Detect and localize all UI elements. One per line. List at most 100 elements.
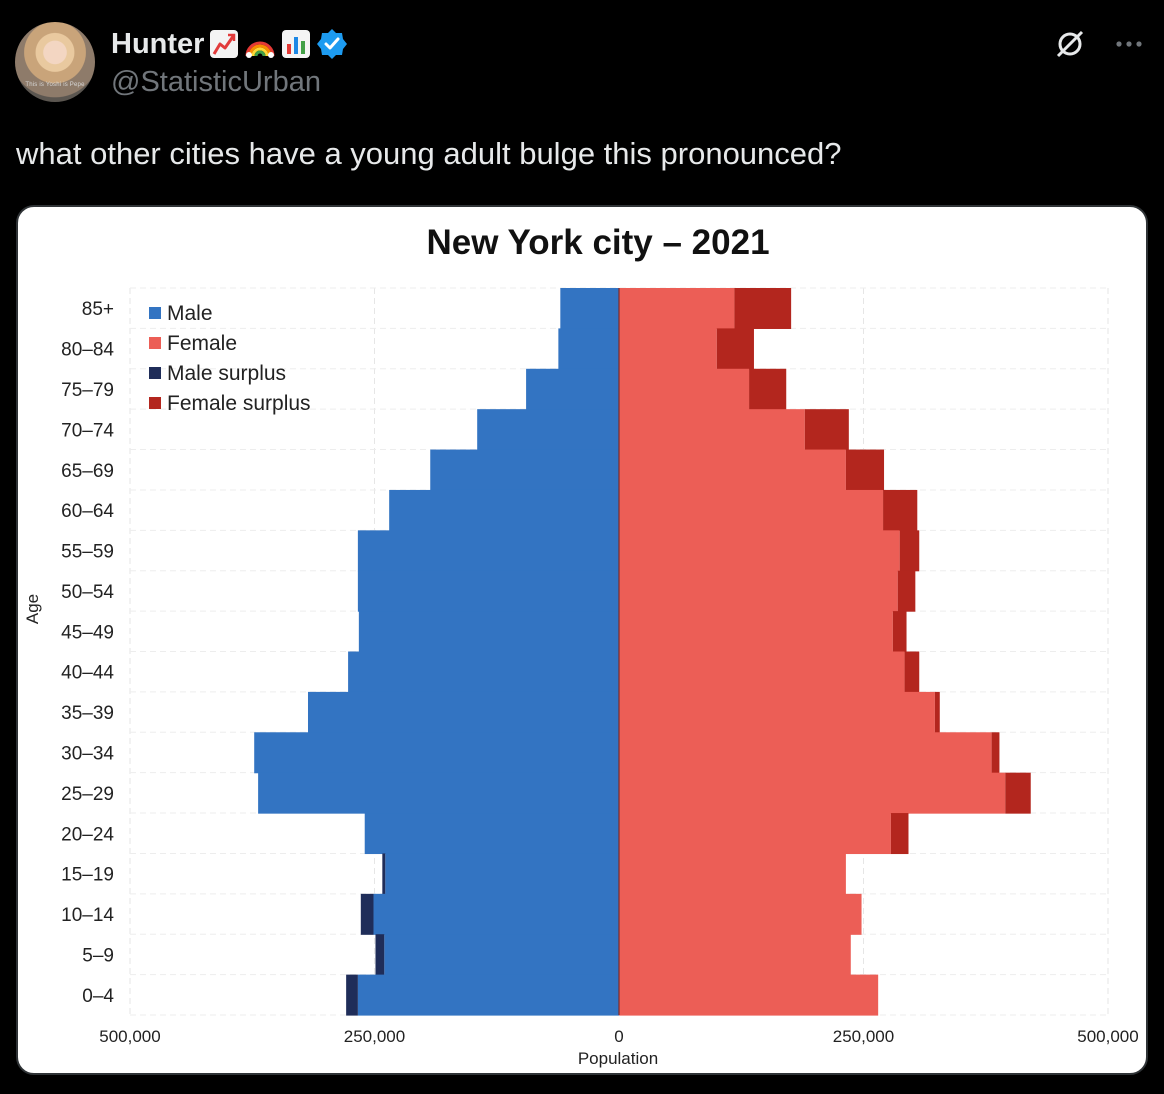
age-tick-label: 45–49 <box>61 622 114 643</box>
age-tick-label: 25–29 <box>61 784 114 805</box>
bar-male-surplus <box>375 934 385 976</box>
bar-female-surplus <box>897 570 916 612</box>
author-name-row: Hunter <box>111 24 348 64</box>
bar-female <box>619 409 805 451</box>
bar-male <box>430 449 619 491</box>
bar-female <box>619 974 879 1016</box>
bar-male <box>373 893 619 935</box>
bar-female <box>619 530 900 572</box>
legend-swatch <box>149 367 161 379</box>
bar-male <box>254 732 619 774</box>
population-tick-label: 500,000 <box>1077 1027 1138 1046</box>
bar-male <box>389 489 619 531</box>
age-tick-label: 5–9 <box>82 945 114 966</box>
age-tick-label: 75–79 <box>61 380 114 401</box>
age-tick-label: 20–24 <box>61 824 114 845</box>
legend-label: Male surplus <box>167 362 286 385</box>
age-tick-label: 10–14 <box>61 905 114 926</box>
bar-female <box>619 570 898 612</box>
legend-swatch <box>149 337 161 349</box>
verified-badge-icon <box>317 29 348 59</box>
bar-male-surplus <box>346 974 358 1016</box>
age-tick-label: 15–19 <box>61 865 114 886</box>
bar-female <box>619 449 846 491</box>
bar-male <box>364 813 619 855</box>
bar-male <box>477 409 619 451</box>
bar-chart-emoji <box>282 30 311 58</box>
population-tick-label: 500,000 <box>99 1027 160 1046</box>
bar-male <box>357 974 619 1016</box>
age-tick-label: 40–44 <box>61 663 114 684</box>
display-name[interactable]: Hunter <box>111 27 205 60</box>
age-tick-label: 80–84 <box>61 340 114 361</box>
bar-female <box>619 813 891 855</box>
bar-male <box>526 368 619 410</box>
bar-female-surplus <box>883 489 918 531</box>
bar-female <box>619 691 935 733</box>
bar-female <box>619 732 992 774</box>
chart-title: New York city – 2021 <box>426 223 769 262</box>
bar-female <box>619 328 717 370</box>
bar-female <box>619 893 862 935</box>
age-tick-label: 30–34 <box>61 743 114 764</box>
population-tick-label: 250,000 <box>344 1027 405 1046</box>
chart-increasing-emoji <box>210 30 239 58</box>
bar-male <box>357 570 619 612</box>
legend-label: Female surplus <box>167 392 311 415</box>
bar-female <box>619 853 846 895</box>
bar-male <box>385 853 619 895</box>
bar-female <box>619 651 905 693</box>
age-tick-label: 35–39 <box>61 703 114 724</box>
bar-female-surplus <box>904 651 920 693</box>
age-tick-label: 65–69 <box>61 461 114 482</box>
avatar-caption: This is Yoshi is Pepe <box>25 82 85 88</box>
tweet-actions <box>1052 26 1144 62</box>
legend-swatch <box>149 307 161 319</box>
bar-male <box>357 530 619 572</box>
legend-swatch <box>149 397 161 409</box>
bar-female-surplus <box>890 813 909 855</box>
tweet-text: what other cities have a young adult bul… <box>16 136 842 171</box>
rainbow-emoji <box>245 41 275 58</box>
bar-male <box>560 288 619 329</box>
bar-female-surplus <box>749 368 787 410</box>
legend-label: Female <box>167 332 237 355</box>
age-tick-label: 0–4 <box>82 986 114 1007</box>
bar-male-surplus <box>360 893 374 935</box>
chart-card[interactable]: 85+ 80–84 75–79 70–74 65–69 60–64 55–59 50–54 45… <box>16 205 1148 1075</box>
bar-female <box>619 611 893 653</box>
age-tick-label: 55–59 <box>61 542 114 563</box>
bar-female-surplus <box>991 732 1000 774</box>
bar-male <box>258 772 619 814</box>
bar-female-surplus <box>892 611 907 653</box>
handle[interactable]: @StatisticUrban <box>111 66 321 98</box>
bar-female <box>619 934 851 976</box>
bar-female <box>619 288 735 329</box>
bar-male <box>358 611 619 653</box>
bar-female-surplus <box>934 691 940 733</box>
avatar[interactable]: This is Yoshi is Pepe <box>15 22 95 102</box>
more-icon[interactable] <box>1114 39 1144 49</box>
age-tick-label: 60–64 <box>61 501 114 522</box>
y-axis-label: Age <box>23 594 42 624</box>
bar-female-surplus <box>716 328 754 370</box>
grok-icon[interactable] <box>1052 26 1088 62</box>
bar-female <box>619 489 884 531</box>
bar-female <box>619 368 750 410</box>
population-tick-label: 250,000 <box>833 1027 894 1046</box>
bar-male <box>384 934 619 976</box>
bar-female <box>619 772 1006 814</box>
bar-male <box>558 328 619 370</box>
bar-male <box>348 651 619 693</box>
bar-female-surplus <box>845 449 885 491</box>
population-tick-label: 0 <box>614 1027 623 1046</box>
age-tick-label: 70–74 <box>61 420 114 441</box>
age-tick-label: 50–54 <box>61 582 114 603</box>
legend-label: Male <box>167 302 213 325</box>
bar-female-surplus <box>804 409 849 451</box>
population-pyramid-chart: 85+ 80–84 75–79 70–74 65–69 60–64 55–59 50–54 45… <box>23 223 1139 1068</box>
bar-female-surplus <box>1005 772 1031 814</box>
age-tick-label: 85+ <box>82 299 114 320</box>
bar-male-surplus <box>382 853 386 895</box>
bar-female-surplus <box>734 288 792 329</box>
